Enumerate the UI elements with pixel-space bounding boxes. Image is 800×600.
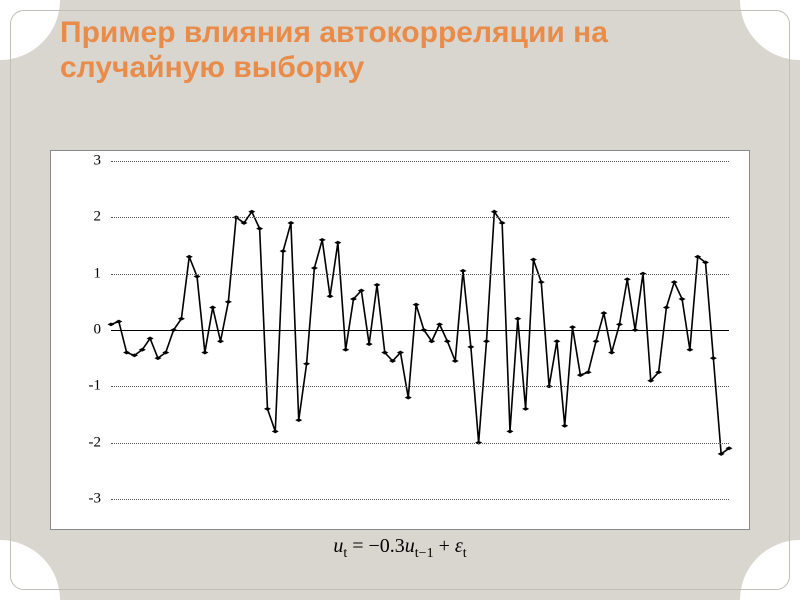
y-tick-label: -2 [89,434,102,451]
series-marker [178,317,185,321]
series-marker [389,359,396,363]
series-marker [483,339,490,343]
series-marker [319,238,326,242]
formula-sub2: t−1 [415,546,434,561]
series-marker [428,339,435,343]
series-marker [452,359,459,363]
formula-coef: −0.3 [369,535,405,557]
series-marker [600,311,607,315]
series-marker [405,396,412,400]
y-tick-label: 3 [94,153,102,170]
formula-plus: + [434,535,455,557]
series-marker [295,418,302,422]
formula-var: u [333,535,343,557]
series-marker [366,342,373,346]
series-marker [225,300,232,304]
formula-sub3: t [463,546,467,561]
series-marker [444,339,451,343]
series-marker [272,429,279,433]
grid-line [111,443,729,444]
series-marker [209,306,216,310]
series-marker [569,325,576,329]
y-tick-label: 0 [94,322,102,339]
series-marker [413,303,420,307]
series-marker [460,269,467,273]
series-marker [264,407,271,411]
grid-line [111,217,729,218]
series-marker [710,356,717,360]
series-marker [686,348,693,352]
series-marker [592,339,599,343]
series-marker [608,351,615,355]
chart-panel: -3 -2 -1 0 1 2 3 [50,150,750,530]
series-marker [647,379,654,383]
series-marker [616,322,623,326]
y-tick-label: -3 [89,491,102,508]
series-marker [397,351,404,355]
series-marker [679,297,686,301]
series-marker [561,424,568,428]
series-marker [194,275,201,279]
series-marker [491,210,498,214]
series-marker [522,407,529,411]
slide: Пример влияния автокорреляции на случайн… [0,0,800,600]
series-marker [287,221,294,225]
slide-title: Пример влияния автокорреляции на случайн… [60,16,740,85]
grid-line [111,274,729,275]
axis-zero [111,330,729,331]
series-marker [280,249,287,253]
series-marker [538,280,545,284]
series-marker [358,289,365,293]
series-marker [373,283,380,287]
series-marker [499,221,506,225]
y-tick-label: -1 [89,378,102,395]
series-marker [530,258,537,262]
series-marker [436,322,443,326]
grid-line [111,386,729,387]
series-marker [217,339,224,343]
formula-eps: ε [455,535,463,557]
series-marker [147,337,154,341]
y-tick-label: 2 [94,209,102,226]
series-marker [506,429,513,433]
series-marker [303,362,310,366]
series-marker [624,277,631,281]
series-marker [467,345,474,349]
series-marker [663,306,670,310]
chart-plot-area: -3-2-10123 [111,161,729,499]
series-marker [553,339,560,343]
series-marker [248,210,255,214]
series-marker [381,351,388,355]
formula-var2: u [405,535,415,557]
series-marker [186,255,193,259]
series-line [111,212,729,454]
series-marker [342,348,349,352]
series-marker [350,297,357,301]
series-marker [256,227,263,231]
series-marker [201,351,208,355]
series-marker [327,294,334,298]
formula-eq: = [347,535,368,557]
series-marker [514,317,521,321]
series-marker [311,266,318,270]
series-marker [655,370,662,374]
grid-line [111,161,729,162]
grid-line [111,499,729,500]
formula: ut = −0.3ut−1 + εt [0,535,800,562]
series-marker [671,280,678,284]
y-tick-label: 1 [94,265,102,282]
series-marker [334,241,341,245]
